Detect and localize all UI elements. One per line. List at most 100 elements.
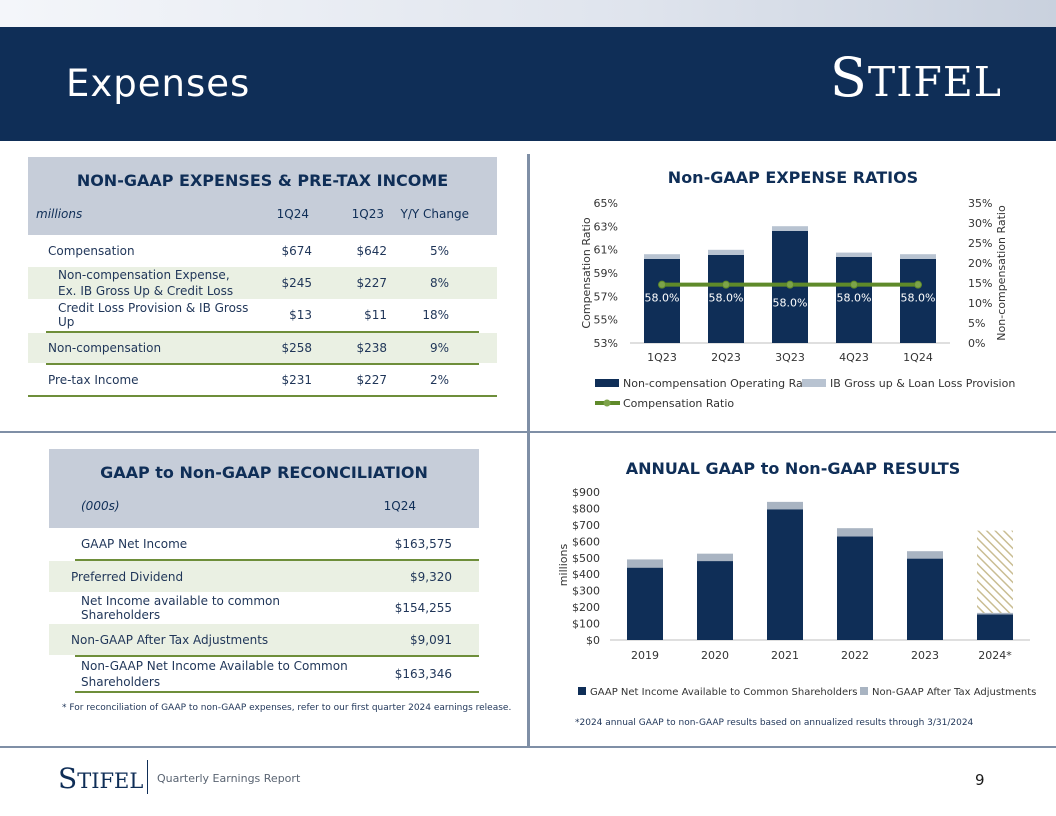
compensation-ratio-point [722, 280, 730, 289]
y-tick-label: $500 [572, 552, 600, 565]
y2-tick-label: 20% [968, 257, 992, 270]
row-label-line1: Non-GAAP Net Income Available to Common [81, 659, 348, 673]
bar-gaap-net-income [627, 567, 663, 640]
table-row: Non-compensation Expense, Ex. IB Gross Up… [28, 267, 497, 299]
x-tick-label: 1Q23 [647, 351, 677, 364]
bar-non-gaap-adjustments [977, 612, 1013, 615]
legend-label-comp: Compensation Ratio [623, 397, 734, 410]
y-tick-label: $300 [572, 585, 600, 598]
row-separator [46, 331, 479, 333]
bar-gaap-net-income [767, 509, 803, 640]
table-row: Non-GAAP Net Income Available to Common S… [49, 657, 479, 691]
header-bar [0, 27, 1056, 141]
compensation-ratio-point [850, 280, 858, 289]
compensation-ratio-point [658, 280, 666, 289]
bar-gaap-net-income [697, 561, 733, 640]
y-tick-label: 57% [594, 290, 618, 303]
legend-label-gaap: GAAP Net Income Available to Common Shar… [590, 687, 857, 698]
col-1q24: 1Q24 [276, 207, 309, 221]
row-value: $9,320 [410, 569, 452, 584]
y-tick-label: $800 [572, 502, 600, 515]
column-headers: millions 1Q24 1Q23 Y/Y Change [28, 198, 497, 230]
y-tick-label: 65% [594, 197, 618, 210]
row-label: Non-compensation [48, 341, 162, 355]
expense-ratios-chart: Non-GAAP EXPENSE RATIOS Compensation Rat… [580, 168, 1015, 410]
row-separator [75, 559, 479, 561]
bar-non-gaap-adjustments [627, 559, 663, 568]
bar-noncomp-ratio [836, 257, 872, 343]
page-number: 9 [975, 771, 985, 789]
data-label: 58.0% [773, 297, 808, 310]
y2-axis-label: Non-compensation Ratio [995, 205, 1008, 341]
y-tick-label: $600 [572, 535, 600, 548]
table-row: Credit Loss Provision & IB Gross Up $13 … [28, 299, 497, 331]
gaap-reconciliation-table: GAAP to Non-GAAP RECONCILIATION (000s) 1… [49, 449, 479, 693]
data-label: 58.0% [901, 292, 936, 305]
table-row: GAAP Net Income $163,575 [49, 528, 479, 559]
row-1q24: $674 [281, 244, 312, 258]
bar-ib-gross-up [708, 249, 744, 255]
x-tick-label: 2023 [911, 649, 939, 662]
bar-noncomp-ratio [644, 259, 680, 343]
table-row: Net Income available to common Sharehold… [49, 592, 479, 624]
row-label: Net Income available to common Sharehold… [81, 594, 280, 622]
row-separator [75, 655, 479, 657]
row-1q24: $245 [281, 276, 312, 290]
y2-tick-label: 10% [968, 297, 992, 310]
compensation-ratio-point [914, 280, 922, 289]
top-strip [0, 0, 1056, 27]
row-label: GAAP Net Income [81, 536, 188, 551]
data-label: 58.0% [837, 292, 872, 305]
x-tick-label: 2020 [701, 649, 729, 662]
row-1q23: $11 [364, 308, 387, 322]
y2-tick-label: 5% [968, 317, 985, 330]
table-row: Compensation $674 $642 5% [28, 235, 497, 267]
row-separator [75, 691, 479, 693]
x-tick-label: 2019 [631, 649, 659, 662]
row-value: $163,575 [394, 536, 452, 551]
row-label: Non-GAAP Net Income Available to Common S… [81, 658, 362, 690]
row-1q24: $13 [289, 308, 312, 322]
row-label: Preferred Dividend [71, 569, 184, 584]
page-title: Expenses [66, 62, 251, 105]
row-label-line2: Shareholders [81, 675, 161, 689]
bar-noncomp-ratio [900, 259, 936, 343]
bar-gaap-net-income [907, 558, 943, 640]
row-1q23: $642 [356, 244, 387, 258]
logo-rest: TIFEL [867, 58, 1002, 106]
row-separator [46, 363, 479, 365]
footer-separator [147, 760, 148, 794]
row-label-line2: Ex. IB Gross Up & Credit Loss [58, 284, 234, 298]
legend-swatch-gaap [578, 687, 586, 695]
y2-tick-label: 15% [968, 277, 992, 290]
table-row: Non-GAAP After Tax Adjustments $9,091 [49, 624, 479, 655]
bar-ib-gross-up [836, 252, 872, 257]
x-tick-label: 4Q23 [839, 351, 869, 364]
y2-tick-label: 25% [968, 237, 992, 250]
row-1q24: $258 [281, 341, 312, 355]
footer-logo-rest: TIFEL [77, 769, 144, 793]
row-1q23: $227 [356, 276, 387, 290]
x-tick-label: 1Q24 [903, 351, 933, 364]
row-change: 18% [422, 308, 449, 322]
legend-swatch-ib [802, 379, 826, 387]
legend-label-ib: IB Gross up & Loan Loss Provision [830, 377, 1015, 390]
col-yy-change: Y/Y Change [400, 207, 469, 221]
x-tick-label: 2022 [841, 649, 869, 662]
bar-non-gaap-adjustments [907, 551, 943, 559]
data-label: 58.0% [645, 292, 680, 305]
y-tick-label: 59% [594, 267, 618, 280]
legend-swatch-noncomp [595, 379, 619, 387]
bar-non-gaap-adjustments [837, 528, 873, 537]
y-tick-label: 63% [594, 220, 618, 233]
bar-non-gaap-adjustments [767, 501, 803, 510]
bar-ib-gross-up [644, 254, 680, 259]
table-title: GAAP to Non-GAAP RECONCILIATION [100, 463, 428, 482]
vertical-divider [527, 154, 530, 746]
horizontal-divider [0, 431, 1056, 433]
legend-swatch-adjust [860, 687, 868, 695]
row-value: $9,091 [410, 632, 452, 647]
row-separator [28, 395, 497, 397]
y-tick-label: $200 [572, 601, 600, 614]
y-axis-label: Compensation Ratio [580, 217, 593, 328]
